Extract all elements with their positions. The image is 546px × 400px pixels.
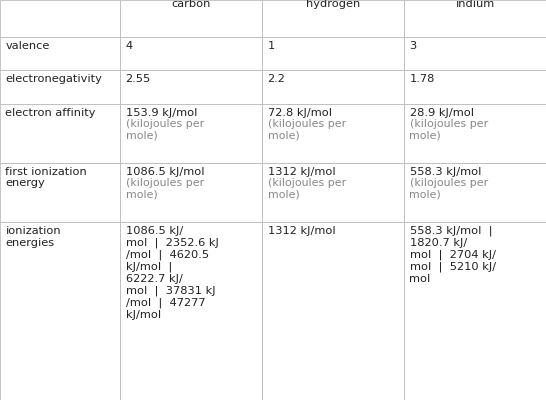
- Text: first ionization
energy: first ionization energy: [5, 167, 87, 188]
- Text: (kilojoules per
mole): (kilojoules per mole): [268, 119, 346, 140]
- Bar: [120, 222, 262, 400]
- Text: 4: 4: [126, 41, 133, 51]
- Text: electronegativity: electronegativity: [5, 74, 102, 84]
- Bar: [262, 70, 404, 104]
- Text: 72.8 kJ/mol: 72.8 kJ/mol: [268, 108, 331, 118]
- Text: 1086.5 kJ/mol: 1086.5 kJ/mol: [126, 167, 204, 177]
- Bar: [120, 163, 262, 222]
- Text: ionization
energies: ionization energies: [5, 226, 61, 248]
- Bar: [262, 163, 404, 222]
- Text: 2.55: 2.55: [126, 74, 151, 84]
- Bar: [0, 37, 120, 70]
- Bar: [120, 37, 262, 70]
- Text: indium: indium: [455, 0, 495, 9]
- Text: (kilojoules per
mole): (kilojoules per mole): [126, 178, 204, 200]
- Bar: [262, 0, 404, 37]
- Text: 3: 3: [410, 41, 417, 51]
- Text: valence: valence: [5, 41, 50, 51]
- Bar: [262, 104, 404, 163]
- Text: 558.3 kJ/mol  |
1820.7 kJ/
mol  |  2704 kJ/
mol  |  5210 kJ/
mol: 558.3 kJ/mol | 1820.7 kJ/ mol | 2704 kJ/…: [410, 226, 496, 284]
- Bar: [0, 0, 120, 37]
- Bar: [404, 37, 546, 70]
- Bar: [120, 0, 262, 37]
- Bar: [120, 104, 262, 163]
- Text: 2.2: 2.2: [268, 74, 286, 84]
- Text: (kilojoules per
mole): (kilojoules per mole): [126, 119, 204, 140]
- Bar: [0, 163, 120, 222]
- Bar: [262, 37, 404, 70]
- Text: (kilojoules per
mole): (kilojoules per mole): [410, 178, 488, 200]
- Text: 1.78: 1.78: [410, 74, 435, 84]
- Text: 1: 1: [268, 41, 275, 51]
- Text: 1312 kJ/mol: 1312 kJ/mol: [268, 167, 335, 177]
- Bar: [404, 70, 546, 104]
- Bar: [0, 222, 120, 400]
- Text: (kilojoules per
mole): (kilojoules per mole): [410, 119, 488, 140]
- Text: (kilojoules per
mole): (kilojoules per mole): [268, 178, 346, 200]
- Bar: [404, 0, 546, 37]
- Text: hydrogen: hydrogen: [306, 0, 360, 9]
- Text: carbon: carbon: [171, 0, 211, 9]
- Bar: [262, 222, 404, 400]
- Bar: [0, 70, 120, 104]
- Bar: [120, 70, 262, 104]
- Text: 28.9 kJ/mol: 28.9 kJ/mol: [410, 108, 473, 118]
- Bar: [0, 104, 120, 163]
- Bar: [404, 104, 546, 163]
- Bar: [404, 163, 546, 222]
- Text: 1086.5 kJ/
mol  |  2352.6 kJ
/mol  |  4620.5
kJ/mol  |
6222.7 kJ/
mol  |  37831 : 1086.5 kJ/ mol | 2352.6 kJ /mol | 4620.5…: [126, 226, 218, 320]
- Text: 558.3 kJ/mol: 558.3 kJ/mol: [410, 167, 481, 177]
- Text: 153.9 kJ/mol: 153.9 kJ/mol: [126, 108, 197, 118]
- Text: electron affinity: electron affinity: [5, 108, 96, 118]
- Bar: [404, 222, 546, 400]
- Text: 1312 kJ/mol: 1312 kJ/mol: [268, 226, 335, 236]
